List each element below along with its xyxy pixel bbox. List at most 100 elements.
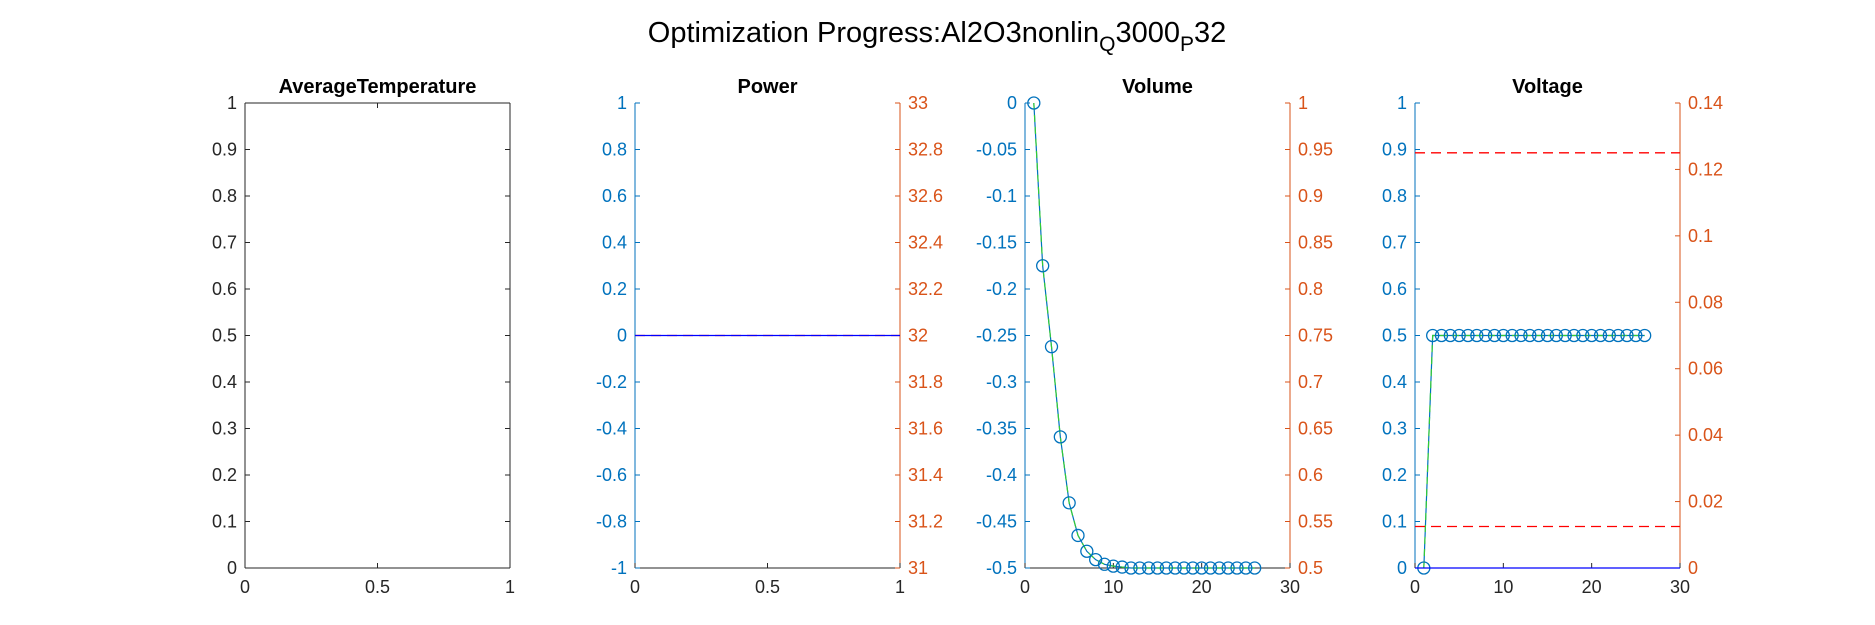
data-point-marker — [1611, 328, 1625, 343]
y-tick-label: 1 — [617, 93, 627, 113]
data-point-marker — [1186, 561, 1200, 575]
y-tick-label: -0.05 — [976, 140, 1017, 160]
subplot-title: Power — [737, 76, 797, 98]
data-point-marker — [1629, 328, 1643, 343]
y-tick-label: -0.2 — [596, 372, 627, 392]
x-tick-label: 20 — [1192, 577, 1212, 597]
data-point-marker — [1479, 328, 1493, 343]
data-point-marker — [1053, 430, 1067, 444]
y2-tick-label: 0.5 — [1298, 558, 1323, 578]
subplot-title: Volume — [1122, 76, 1193, 98]
y-tick-label: 0.1 — [1382, 512, 1407, 532]
series-line — [1033, 102, 1255, 569]
data-point-marker — [1434, 328, 1449, 343]
x-tick-label: 0.5 — [365, 577, 390, 597]
data-point-marker — [1036, 259, 1050, 273]
y2-tick-label: 31 — [908, 558, 928, 578]
y-tick-label: 0.4 — [602, 233, 627, 253]
data-point-marker — [1593, 328, 1608, 343]
series-line — [1423, 334, 1645, 569]
subplot-title: AverageTemperature — [279, 76, 477, 98]
y2-tick-label: 0.95 — [1298, 140, 1333, 160]
y-tick-label: 0.8 — [1382, 186, 1407, 206]
y-tick-label: 0.6 — [602, 186, 627, 206]
y2-tick-label: 32.6 — [908, 186, 943, 206]
data-point-marker — [1452, 328, 1466, 343]
data-point-marker — [1044, 340, 1059, 354]
data-point-marker — [1514, 328, 1528, 343]
y2-tick-label: 0.14 — [1688, 93, 1723, 113]
x-tick-label: 10 — [1493, 577, 1513, 597]
y-tick-label: -0.1 — [986, 186, 1017, 206]
data-point-marker — [1071, 528, 1085, 543]
y-tick-label: -0.35 — [976, 419, 1017, 439]
y-tick-label: 0.7 — [212, 233, 237, 253]
data-point-marker — [1602, 328, 1616, 343]
data-point-marker — [1195, 561, 1209, 575]
data-point-marker — [1221, 561, 1235, 575]
y-tick-label: -0.15 — [976, 233, 1017, 253]
data-point-marker — [1523, 328, 1537, 343]
y2-tick-label: 0.8 — [1298, 279, 1323, 299]
y-tick-label: 0.1 — [212, 512, 237, 532]
data-point-marker — [1115, 560, 1129, 574]
y2-tick-label: 31.6 — [908, 419, 943, 439]
y2-tick-label: 0.75 — [1298, 326, 1333, 346]
data-point-marker — [1638, 328, 1652, 343]
data-point-marker — [1496, 328, 1510, 343]
y2-tick-label: 0.55 — [1298, 512, 1333, 532]
y-tick-label: 0.4 — [212, 372, 237, 392]
data-point-marker — [1159, 561, 1173, 575]
data-point-marker — [1142, 561, 1156, 575]
x-tick-label: 1 — [895, 577, 905, 597]
y2-tick-label: 32.4 — [908, 233, 943, 253]
y-tick-label: 0 — [1397, 558, 1407, 578]
data-point-marker — [1248, 561, 1262, 575]
x-tick-label: 0 — [630, 577, 640, 597]
x-tick-label: 0 — [1020, 577, 1030, 597]
y2-tick-label: 0.02 — [1688, 492, 1723, 512]
x-tick-label: 0 — [240, 577, 250, 597]
x-tick-label: 0.5 — [755, 577, 780, 597]
y-tick-label: 0.7 — [1382, 233, 1407, 253]
y-tick-label: 0.4 — [1382, 372, 1407, 392]
data-point-marker — [1426, 328, 1440, 343]
y-tick-label: -0.3 — [986, 372, 1017, 392]
figure-title-mid: 3000 — [1115, 17, 1180, 49]
y2-tick-label: 31.2 — [908, 512, 943, 532]
y-tick-label: -0.2 — [986, 279, 1017, 299]
y-tick-label: 0.6 — [212, 279, 237, 299]
y2-tick-label: 1 — [1298, 93, 1308, 113]
data-point-marker — [1620, 328, 1634, 343]
y-tick-label: 0.5 — [212, 326, 237, 346]
figure-title-sub-q: Q — [1099, 33, 1115, 56]
y-tick-label: -0.5 — [986, 558, 1017, 578]
figure-title-end: 32 — [1194, 17, 1226, 49]
data-point-marker — [1106, 559, 1120, 573]
y2-tick-label: 0.06 — [1688, 359, 1723, 379]
y-tick-label: 0.8 — [602, 140, 627, 160]
data-point-marker — [1027, 96, 1041, 110]
y-tick-label: 0.2 — [602, 279, 627, 299]
y-tick-label: 0 — [227, 558, 237, 578]
y-tick-label: 0.2 — [1382, 465, 1407, 485]
y2-tick-label: 0 — [1688, 558, 1698, 578]
data-point-marker — [1097, 557, 1112, 571]
y-tick-label: 0 — [1007, 93, 1017, 113]
subplot-2: Power 0 0.5 1 -1 -0.8 -0.6 -0.4 -0.2 0 0.2 0.4 0.6 0.… — [596, 76, 943, 597]
data-point-marker — [1168, 561, 1182, 575]
y-tick-label: -1 — [611, 558, 627, 578]
data-point-marker — [1239, 561, 1253, 575]
y-tick-label: -0.8 — [596, 512, 627, 532]
series-line-dashed — [1033, 102, 1255, 569]
y2-tick-label: 0.65 — [1298, 419, 1333, 439]
y2-tick-label: 32.2 — [908, 279, 943, 299]
series-line-dashed — [1423, 334, 1645, 569]
y2-tick-label: 0.7 — [1298, 372, 1323, 392]
y2-tick-label: 31.4 — [908, 465, 943, 485]
y-tick-label: 0 — [617, 326, 627, 346]
